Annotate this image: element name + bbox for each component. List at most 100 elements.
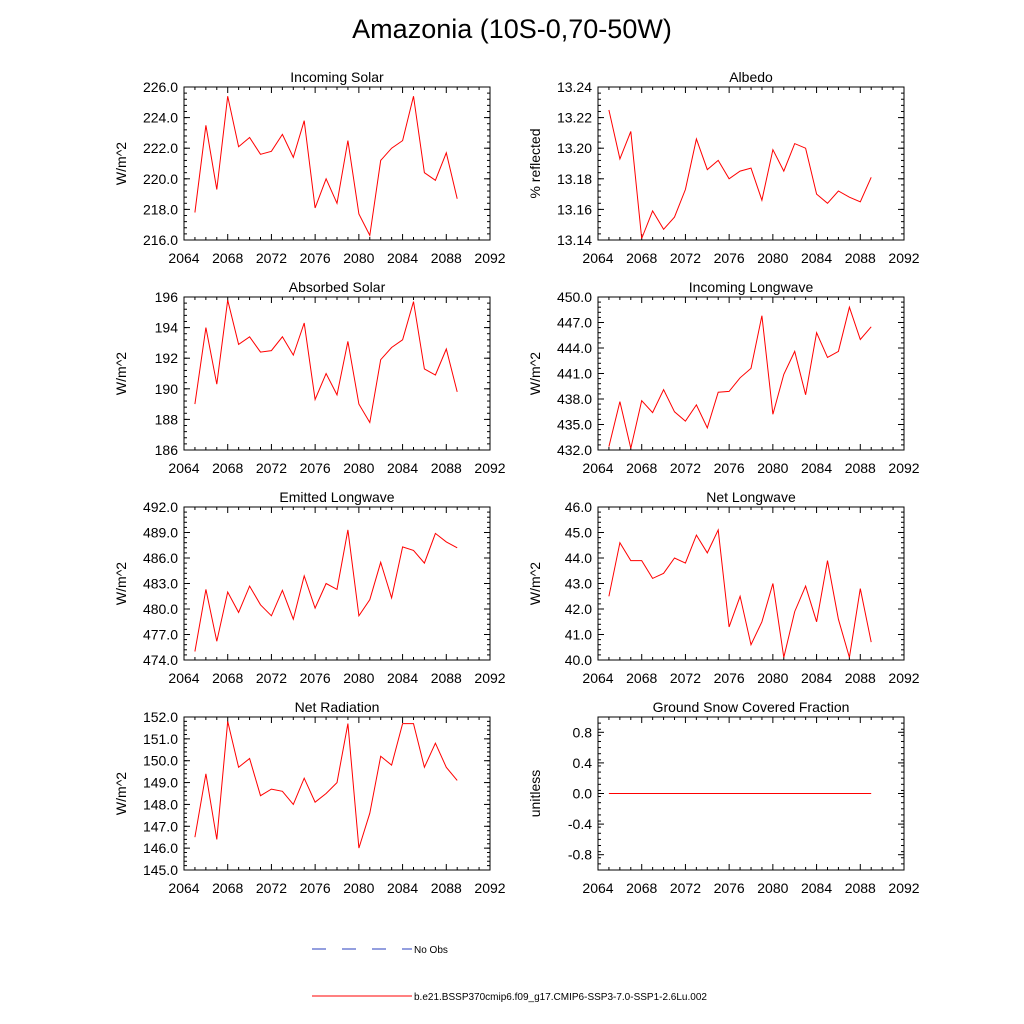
y-tick-label: 224.0 bbox=[143, 110, 178, 126]
series-line bbox=[608, 305, 872, 449]
y-tick-label: 150.0 bbox=[143, 753, 178, 769]
x-tick-label: 2080 bbox=[757, 880, 788, 896]
plot-frame bbox=[183, 86, 491, 241]
y-tick-label: 148.0 bbox=[143, 796, 178, 812]
y-tick-label: 13.16 bbox=[557, 201, 592, 217]
legend: No Obs b.e21.BSSP370cmip6.f09_g17.CMIP6-S… bbox=[312, 945, 707, 1003]
y-tick-label: 152.0 bbox=[143, 709, 178, 725]
chart-panel-2: Albedo % reflected 2064 2068 2072 2076 2080 208… bbox=[527, 69, 920, 266]
y-tick-label: 13.14 bbox=[557, 232, 592, 248]
x-tick-label: 2072 bbox=[256, 880, 287, 896]
x-tick-label: 2088 bbox=[845, 670, 876, 686]
y-tick-label: 190 bbox=[155, 381, 179, 397]
y-axis-label: % reflected bbox=[527, 128, 543, 198]
x-tick-label: 2088 bbox=[845, 880, 876, 896]
x-tick-label: 2092 bbox=[888, 460, 919, 476]
y-tick-label: 149.0 bbox=[143, 775, 178, 791]
y-tick-label: 438.0 bbox=[557, 391, 592, 407]
y-tick-label: 218.0 bbox=[143, 201, 178, 217]
y-tick-label: 441.0 bbox=[557, 366, 592, 382]
x-tick-label: 2092 bbox=[888, 880, 919, 896]
chart-panel-8: Ground Snow Covered Fraction unitless 2064… bbox=[527, 699, 920, 896]
x-tick-label: 2080 bbox=[343, 460, 374, 476]
x-tick-label: 2076 bbox=[300, 670, 331, 686]
x-tick-label: 2076 bbox=[300, 880, 331, 896]
plot-frame bbox=[597, 296, 905, 451]
legend-obs-label: No Obs bbox=[414, 945, 448, 956]
y-tick-label: -0.4 bbox=[568, 816, 592, 832]
x-tick-label: 2088 bbox=[845, 250, 876, 266]
y-tick-label: 13.18 bbox=[557, 171, 592, 187]
panel-title: Net Longwave bbox=[706, 489, 796, 505]
x-tick-label: 2068 bbox=[212, 670, 243, 686]
x-tick-label: 2072 bbox=[670, 250, 701, 266]
chart-panel-7: Net Radiation W/m^2 2064 2068 2072 2076 2080 20… bbox=[113, 699, 506, 896]
panel-title: Ground Snow Covered Fraction bbox=[653, 699, 850, 715]
chart-panel-5: Emitted Longwave W/m^2 2064 2068 2072 2076 208… bbox=[113, 489, 506, 686]
y-tick-label: 13.24 bbox=[557, 79, 592, 95]
y-tick-label: 40.0 bbox=[565, 652, 592, 668]
y-tick-label: 483.0 bbox=[143, 576, 178, 592]
x-tick-label: 2084 bbox=[387, 250, 418, 266]
y-tick-label: 151.0 bbox=[143, 731, 178, 747]
series-line bbox=[194, 299, 458, 424]
y-tick-label: 432.0 bbox=[557, 442, 592, 458]
y-axis-label: W/m^2 bbox=[527, 352, 543, 395]
legend-model-label: b.e21.BSSP370cmip6.f09_g17.CMIP6-SSP3-7.… bbox=[414, 992, 707, 1003]
y-tick-label: 474.0 bbox=[143, 652, 178, 668]
chart-panel-4: Incoming Longwave W/m^2 2064 2068 2072 2076 20… bbox=[527, 279, 920, 476]
y-axis-label: W/m^2 bbox=[527, 562, 543, 605]
x-tick-label: 2080 bbox=[343, 250, 374, 266]
y-tick-label: 0.0 bbox=[573, 786, 593, 802]
y-tick-label: 492.0 bbox=[143, 499, 178, 515]
plot-frame bbox=[183, 506, 491, 661]
x-tick-label: 2064 bbox=[168, 250, 199, 266]
x-tick-label: 2076 bbox=[714, 880, 745, 896]
x-tick-label: 2064 bbox=[582, 880, 613, 896]
y-tick-label: 44.0 bbox=[565, 550, 592, 566]
x-tick-label: 2076 bbox=[300, 460, 331, 476]
x-tick-label: 2064 bbox=[168, 670, 199, 686]
y-tick-label: 43.0 bbox=[565, 576, 592, 592]
x-tick-label: 2068 bbox=[626, 460, 657, 476]
series-line bbox=[608, 109, 872, 239]
y-tick-label: 216.0 bbox=[143, 232, 178, 248]
x-tick-label: 2072 bbox=[256, 460, 287, 476]
panel-title: Absorbed Solar bbox=[289, 279, 386, 295]
panel-title: Incoming Longwave bbox=[689, 279, 814, 295]
y-tick-label: 41.0 bbox=[565, 627, 592, 643]
x-tick-label: 2084 bbox=[801, 250, 832, 266]
x-tick-label: 2068 bbox=[212, 250, 243, 266]
y-tick-label: 489.0 bbox=[143, 525, 178, 541]
plot-frame bbox=[597, 86, 905, 241]
y-tick-label: 220.0 bbox=[143, 171, 178, 187]
plot-frame bbox=[183, 296, 491, 451]
y-tick-label: 450.0 bbox=[557, 289, 592, 305]
y-tick-label: -0.8 bbox=[568, 847, 592, 863]
x-tick-label: 2064 bbox=[582, 460, 613, 476]
y-tick-label: 146.0 bbox=[143, 840, 178, 856]
x-tick-label: 2068 bbox=[626, 250, 657, 266]
page-title: Amazonia (10S-0,70-50W) bbox=[352, 14, 672, 44]
series-line bbox=[194, 96, 458, 238]
y-tick-label: 0.8 bbox=[573, 724, 593, 740]
y-tick-label: 435.0 bbox=[557, 417, 592, 433]
x-tick-label: 2088 bbox=[431, 250, 462, 266]
x-tick-label: 2080 bbox=[757, 250, 788, 266]
x-tick-label: 2080 bbox=[343, 670, 374, 686]
y-tick-label: 192 bbox=[155, 350, 179, 366]
y-axis-label: W/m^2 bbox=[113, 352, 129, 395]
y-tick-label: 42.0 bbox=[565, 601, 592, 617]
y-tick-label: 226.0 bbox=[143, 79, 178, 95]
x-tick-label: 2076 bbox=[300, 250, 331, 266]
y-axis-label: W/m^2 bbox=[113, 772, 129, 815]
x-tick-label: 2088 bbox=[431, 670, 462, 686]
x-tick-label: 2092 bbox=[474, 880, 505, 896]
x-tick-label: 2072 bbox=[670, 460, 701, 476]
x-tick-label: 2072 bbox=[256, 250, 287, 266]
y-tick-label: 477.0 bbox=[143, 627, 178, 643]
y-tick-label: 13.20 bbox=[557, 140, 592, 156]
y-axis-label: W/m^2 bbox=[113, 562, 129, 605]
y-tick-label: 147.0 bbox=[143, 818, 178, 834]
panel-title: Net Radiation bbox=[295, 699, 380, 715]
